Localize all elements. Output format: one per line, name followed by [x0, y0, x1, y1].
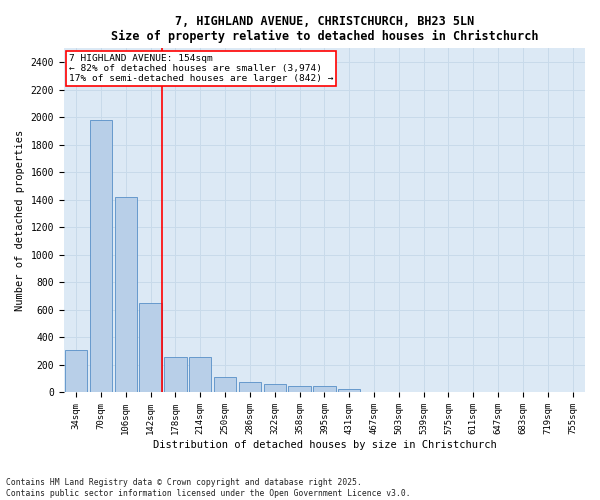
Text: Contains HM Land Registry data © Crown copyright and database right 2025.
Contai: Contains HM Land Registry data © Crown c… [6, 478, 410, 498]
Bar [115, 197, 137, 392]
Bar [289, 386, 311, 392]
Bar [189, 358, 211, 392]
Y-axis label: Number of detached properties: Number of detached properties [15, 130, 25, 311]
Bar [313, 386, 335, 392]
Bar [139, 303, 162, 392]
Bar [214, 378, 236, 392]
Text: 7 HIGHLAND AVENUE: 154sqm
← 82% of detached houses are smaller (3,974)
17% of se: 7 HIGHLAND AVENUE: 154sqm ← 82% of detac… [69, 54, 334, 84]
Bar [263, 384, 286, 392]
Bar [90, 120, 112, 392]
Bar [65, 350, 88, 393]
Bar [239, 382, 261, 392]
X-axis label: Distribution of detached houses by size in Christchurch: Distribution of detached houses by size … [152, 440, 496, 450]
Title: 7, HIGHLAND AVENUE, CHRISTCHURCH, BH23 5LN
Size of property relative to detached: 7, HIGHLAND AVENUE, CHRISTCHURCH, BH23 5… [110, 15, 538, 43]
Bar [338, 389, 361, 392]
Bar [164, 356, 187, 392]
